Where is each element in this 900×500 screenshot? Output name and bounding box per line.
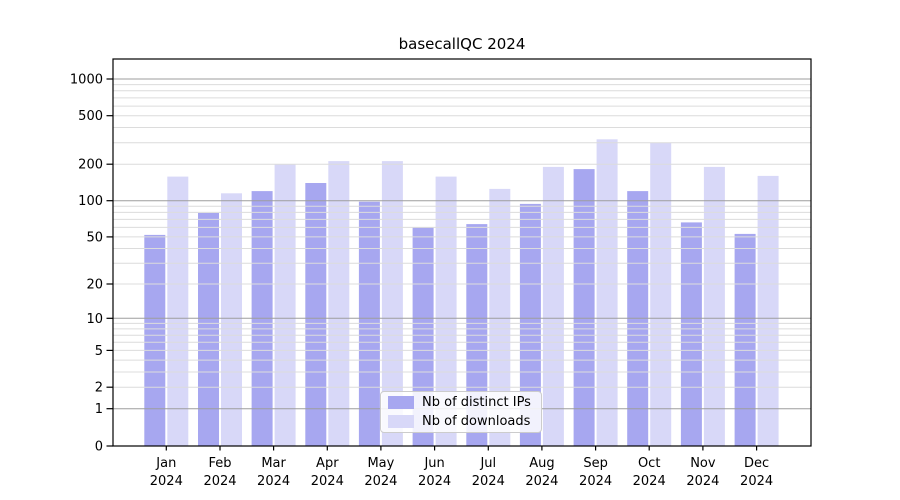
x-tick-label-month-sep: Sep bbox=[583, 456, 608, 471]
bar-downloads-jul bbox=[489, 188, 511, 446]
bar-downloads-aug bbox=[542, 166, 564, 446]
y-tick-label-20: 20 bbox=[86, 278, 103, 293]
chart-title: basecallQC 2024 bbox=[398, 35, 526, 53]
x-tick-label-month-feb: Feb bbox=[208, 456, 231, 471]
bar-downloads-nov bbox=[703, 166, 725, 446]
y-tick-label-500: 500 bbox=[78, 109, 103, 124]
x-tick-label-month-mar: Mar bbox=[261, 456, 286, 471]
x-tick-label-month-jun: Jun bbox=[423, 456, 444, 471]
bar-distinct-ips-sep bbox=[573, 169, 595, 446]
legend-swatch-distinct-ips bbox=[388, 396, 414, 409]
x-tick-label-year-may: 2024 bbox=[364, 474, 397, 489]
plot-border bbox=[112, 58, 812, 447]
x-tick-label-year-dec: 2024 bbox=[740, 474, 773, 489]
bar-downloads-apr bbox=[328, 161, 350, 446]
legend-label-downloads: Nb of downloads bbox=[422, 414, 531, 429]
legend-label-distinct-ips: Nb of distinct IPs bbox=[422, 395, 531, 410]
x-tick-label-month-oct: Oct bbox=[638, 456, 660, 471]
bar-downloads-sep bbox=[596, 139, 618, 447]
y-tick-label-1000: 1000 bbox=[70, 73, 103, 88]
y-tick-label-0: 0 bbox=[95, 440, 103, 455]
x-tick-label-year-mar: 2024 bbox=[257, 474, 290, 489]
y-tick-label-1: 1 bbox=[95, 402, 103, 417]
bar-downloads-mar bbox=[274, 164, 296, 446]
x-tick-label-month-aug: Aug bbox=[529, 456, 554, 471]
bar-downloads-may bbox=[381, 161, 403, 446]
x-tick-label-month-dec: Dec bbox=[744, 456, 769, 471]
bar-distinct-ips-apr bbox=[305, 183, 327, 446]
x-tick-label-month-jul: Jul bbox=[479, 456, 496, 471]
x-tick-label-year-feb: 2024 bbox=[203, 474, 236, 489]
bar-downloads-feb bbox=[221, 193, 242, 446]
y-tick-label-200: 200 bbox=[78, 158, 103, 173]
x-tick-label-month-nov: Nov bbox=[690, 456, 716, 471]
y-tick-label-10: 10 bbox=[86, 312, 103, 327]
y-tick-label-50: 50 bbox=[86, 230, 103, 245]
x-tick-label-year-sep: 2024 bbox=[579, 474, 612, 489]
x-tick-label-year-nov: 2024 bbox=[686, 474, 719, 489]
x-tick-label-year-jun: 2024 bbox=[418, 474, 451, 489]
x-tick-label-year-apr: 2024 bbox=[311, 474, 344, 489]
y-tick-label-2: 2 bbox=[95, 381, 103, 396]
bar-downloads-dec bbox=[757, 175, 779, 446]
bar-distinct-ips-feb bbox=[198, 213, 219, 446]
x-tick-label-year-jul: 2024 bbox=[472, 474, 505, 489]
legend-item-distinct-ips: Nb of distinct IPs bbox=[388, 395, 541, 410]
x-tick-label-year-aug: 2024 bbox=[525, 474, 558, 489]
x-tick-label-year-jan: 2024 bbox=[150, 474, 183, 489]
y-tick-label-5: 5 bbox=[95, 344, 103, 359]
legend-item-downloads: Nb of downloads bbox=[388, 414, 541, 429]
legend-swatch-downloads bbox=[388, 415, 414, 428]
x-tick-label-month-may: May bbox=[367, 456, 394, 471]
legend: Nb of distinct IPs Nb of downloads bbox=[380, 391, 542, 433]
bar-downloads-jan bbox=[167, 176, 189, 446]
bar-distinct-ips-nov bbox=[680, 222, 702, 446]
bar-distinct-ips-dec bbox=[734, 233, 756, 446]
bar-downloads-oct bbox=[650, 142, 672, 446]
x-tick-label-year-oct: 2024 bbox=[633, 474, 666, 489]
x-tick-label-month-jan: Jan bbox=[155, 456, 176, 471]
bar-downloads-jun bbox=[435, 176, 457, 446]
bar-distinct-ips-jan bbox=[144, 234, 166, 446]
bar-distinct-ips-aug bbox=[519, 203, 541, 446]
y-tick-label-100: 100 bbox=[78, 194, 103, 209]
x-tick-label-month-apr: Apr bbox=[316, 456, 339, 471]
